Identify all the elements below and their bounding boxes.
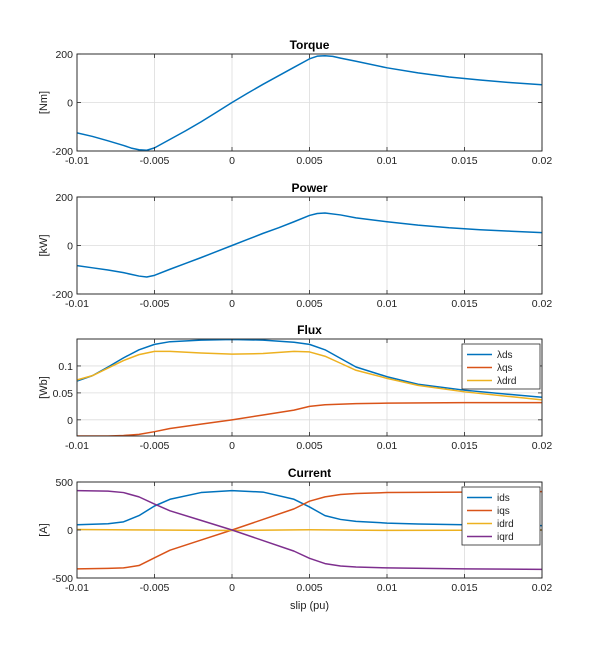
chart-flux-legend-label-ds: λds [497,350,513,361]
chart-power-ytick-label: 0 [67,241,73,253]
chart-current-ytick-label: 500 [55,477,73,489]
chart-current-series-iqrd-line [77,489,542,571]
chart-power-ytick-label: 200 [55,192,73,204]
chart-current-legend-label-idrd: idrd [497,519,514,530]
chart-current-title: Current [288,466,331,480]
chart-flux-xtick-label: 0 [229,440,235,452]
chart-power-xtick-label: 0.01 [377,298,398,310]
chart-flux-xtick-label: 0.005 [296,440,322,452]
chart-power-xtick-label: -0.01 [65,298,89,310]
chart-flux-ytick-label: 0.1 [58,361,73,373]
chart-torque-ytick-label: -200 [52,146,73,158]
chart-current-xtick-label: -0.005 [140,582,170,594]
chart-current-legend: ids iqs idrd iqrd [461,486,541,546]
chart-current-xtick-label: 0 [229,582,235,594]
chart-current-legend-label-iqs: iqs [497,506,510,517]
chart-flux-title: Flux [297,323,322,337]
chart-power-title: Power [291,181,327,195]
chart-current-xtick-label: 0.005 [296,582,322,594]
chart-flux: -0.01 -0.005 0 0.005 0.01 0.015 0.02 0 0.05 0.1 Fl… [38,323,552,452]
chart-current-xtick-label: -0.01 [65,582,89,594]
chart-torque-xtick-label: 0.005 [296,155,322,167]
chart-flux-xtick-label: 0.02 [532,440,553,452]
chart-power-xtick-label: 0.015 [451,298,477,310]
chart-power-ytick-label: -200 [52,289,73,301]
chart-current-xtick-label: 0.02 [532,582,553,594]
chart-current-xtick-label: 0.015 [451,582,477,594]
chart-current-legend-label-iqrd: iqrd [497,532,514,543]
chart-torque-series-0-line [77,54,542,151]
chart-torque-xtick-label: 0.015 [451,155,477,167]
chart-flux-legend-box [461,343,541,390]
chart-flux-series-drd-line [77,350,542,401]
chart-flux-xtick-label: -0.005 [140,440,170,452]
chart-flux-series-ds-line [77,339,542,398]
chart-torque-xtick-label: -0.01 [65,155,89,167]
chart-current-legend-label-ids: ids [497,493,510,504]
chart-flux-ylabel: [Wb] [38,376,50,399]
chart-power: -0.01 -0.005 0 0.005 0.01 0.015 0.02 -200 0 200 Po… [38,181,552,310]
chart-current-xlabel: slip (pu) [290,600,329,612]
chart-current-ylabel: [A] [38,523,50,536]
chart-flux-legend-label-qs: λqs [497,363,513,374]
chart-flux-xtick-label: 0.01 [377,440,398,452]
chart-current-ytick-label: -500 [52,573,73,585]
chart-power-xtick-label: 0.005 [296,298,322,310]
chart-current-ytick-label: 0 [67,525,73,537]
chart-torque-xtick-label: 0.01 [377,155,398,167]
chart-power-xtick-label: 0 [229,298,235,310]
chart-torque-xtick-label: 0 [229,155,235,167]
chart-current-series-ids-line [77,489,542,527]
chart-current-series-iqs-line [77,490,542,570]
chart-power-series-0-line [77,212,542,278]
chart-torque-ytick-label: 200 [55,49,73,61]
chart-torque-xtick-label: -0.005 [140,155,170,167]
chart-torque-ytick-label: 0 [67,98,73,110]
chart-current-legend-box [461,486,541,546]
chart-power-xtick-label: 0.02 [532,298,553,310]
chart-torque-ylabel: [Nm] [38,91,50,114]
chart-torque: -0.01 -0.005 0 0.005 0.01 0.015 0.02 -200 0 200 To… [38,38,552,167]
chart-torque-xtick-label: 0.02 [532,155,553,167]
chart-flux-xtick-label: -0.01 [65,440,89,452]
chart-flux-xtick-label: 0.015 [451,440,477,452]
chart-flux-legend: λds λqs λdrd [461,343,541,390]
chart-flux-series-qs-line [77,401,542,436]
chart-flux-ytick-label: 0 [67,415,73,427]
chart-torque-title: Torque [290,38,330,52]
chart-current: -0.01 -0.005 0 0.005 0.01 0.015 0.02 -500 0 500 Cu… [38,466,552,612]
chart-flux-legend-label-drd: λdrd [497,376,516,387]
chart-current-xtick-label: 0.01 [377,582,398,594]
chart-power-xtick-label: -0.005 [140,298,170,310]
chart-power-ylabel: [kW] [38,235,50,257]
chart-flux-ytick-label: 0.05 [53,388,74,400]
